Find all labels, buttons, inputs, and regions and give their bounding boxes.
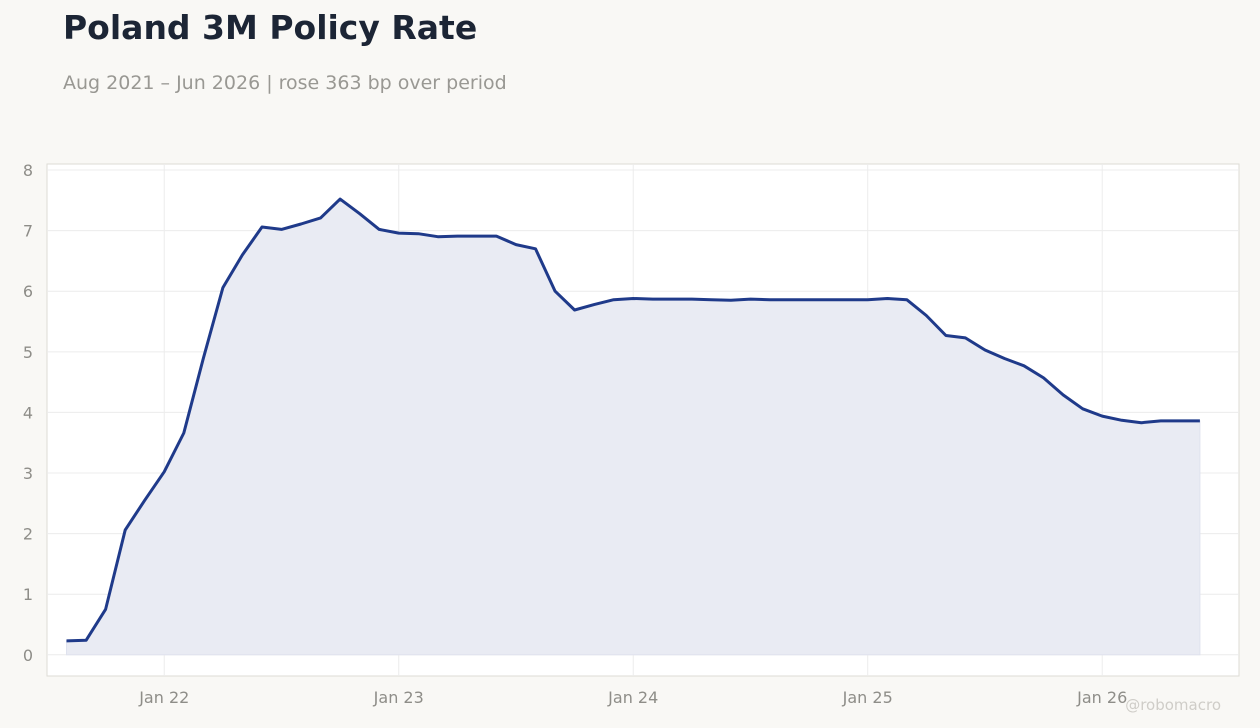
- y-tick-label: 2: [23, 525, 33, 544]
- y-tick-label: 5: [23, 343, 33, 362]
- chart-subtitle: Aug 2021 – Jun 2026 | rose 363 bp over p…: [63, 72, 507, 94]
- y-tick-label: 6: [23, 282, 33, 301]
- y-tick-label: 3: [23, 464, 33, 483]
- watermark: @robomacro: [1125, 696, 1221, 714]
- x-tick-label: Jan 23: [373, 688, 424, 707]
- y-tick-label: 7: [23, 222, 33, 241]
- series-line: [66, 197, 1200, 643]
- y-tick-label: 4: [23, 403, 33, 422]
- y-tick-label: 8: [23, 161, 33, 180]
- x-tick-label: Jan 26: [1076, 688, 1127, 707]
- chart-title: Poland 3M Policy Rate: [63, 8, 478, 47]
- x-tick-label: Jan 24: [607, 688, 658, 707]
- y-tick-label: 1: [23, 585, 33, 604]
- x-axis: Jan 22 Jan 23 Jan 24 Jan 25 Jan 26: [138, 688, 1127, 707]
- x-tick-label: Jan 22: [138, 688, 189, 707]
- y-axis: 0 1 2 3 4 5 6 7 8: [23, 161, 33, 665]
- y-tick-label: 0: [23, 646, 33, 665]
- x-tick-label: Jan 25: [842, 688, 893, 707]
